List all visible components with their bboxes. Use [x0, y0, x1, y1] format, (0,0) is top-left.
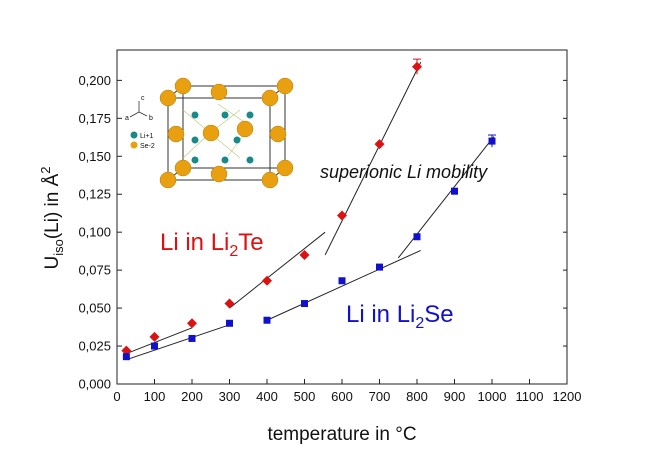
- x-tick-label: 1200: [553, 389, 582, 404]
- y-tick-label: 0,050: [78, 301, 111, 316]
- y-axis-title-sup: 2: [38, 166, 53, 173]
- y-tick-label: 0,125: [78, 187, 111, 202]
- li2te-point: [149, 331, 160, 342]
- li2se-point: [488, 137, 496, 145]
- x-tick-label: 0: [113, 389, 120, 404]
- y-tick-label: 0,150: [78, 149, 111, 164]
- x-tick-label: 600: [331, 389, 353, 404]
- x-tick-label: 1100: [516, 389, 544, 404]
- y-tick-label: 0,200: [78, 73, 111, 88]
- se-ions: [159, 77, 294, 189]
- legend-se-label: Se-2: [140, 143, 155, 150]
- annotation-li2se: Li in Li2Se: [346, 301, 454, 332]
- fit-line-segment: [229, 231, 326, 309]
- y-tick-label: 0,175: [78, 111, 111, 126]
- y-axis-title: Uiso(Li) in Å2: [38, 166, 66, 269]
- x-tick-label: 200: [181, 389, 203, 404]
- li2se-point: [413, 233, 421, 241]
- li2te-point: [337, 210, 347, 221]
- fit-line-segment: [266, 249, 421, 321]
- fit-line-segment: [126, 324, 230, 361]
- legend-li-dot: [130, 131, 138, 139]
- fit-line-segment: [324, 61, 422, 256]
- li2te-point: [187, 318, 197, 329]
- li2te-point: [121, 345, 132, 356]
- axis-ticks: 0 100 200 300 400 500 600 700 800 900 1000 1100 1200…: [78, 73, 581, 404]
- li2te-point: [374, 139, 385, 150]
- legend-se-dot: [130, 141, 138, 149]
- li2se-point: [188, 334, 196, 342]
- li2se-point: [151, 342, 158, 350]
- fit-line-segment: [126, 327, 193, 355]
- li2se-point: [122, 353, 130, 361]
- li2se-point: [451, 187, 458, 195]
- li2se-point: [376, 263, 383, 271]
- x-tick-label: 500: [294, 389, 316, 404]
- crystal-axis-b: b: [149, 115, 153, 122]
- x-tick-label: 1000: [478, 389, 507, 404]
- x-tick-label: 100: [144, 389, 166, 404]
- li2te-point: [412, 61, 422, 72]
- y-tick-label: 0,075: [78, 263, 111, 278]
- x-tick-label: 900: [444, 389, 466, 404]
- legend-li-label: Li+1: [140, 133, 154, 140]
- x-axis-title: temperature in °C: [267, 424, 416, 445]
- y-tick-label: 0,025: [78, 339, 111, 354]
- y-axis-title-main: U: [42, 256, 63, 270]
- annotation-superionic: superionic Li mobility: [320, 162, 488, 182]
- li2te-point: [224, 298, 235, 309]
- annotation-li2te: Li in Li2Te: [160, 229, 264, 260]
- y-tick-label: 0,000: [78, 377, 111, 392]
- data-marks: [121, 58, 496, 361]
- li2se-point: [226, 319, 233, 327]
- y-axis-title-rest: (Li) in Å: [42, 173, 63, 239]
- li2se-point: [263, 316, 271, 324]
- crystal-axes-icon: [129, 101, 148, 118]
- crystal-axis-a: a: [125, 115, 129, 122]
- crystal-axis-c: c: [141, 95, 145, 102]
- li-ions: [191, 111, 254, 164]
- y-axis-title-sub: iso: [51, 239, 66, 256]
- li2te-point: [262, 275, 272, 286]
- x-tick-label: 400: [256, 389, 278, 404]
- fit-line-segment: [397, 136, 495, 259]
- x-tick-label: 800: [406, 389, 428, 404]
- crystal-structure-inset: a b c Li+1 Se-2: [125, 77, 294, 189]
- li2te-point: [299, 249, 310, 260]
- x-tick-label: 300: [219, 389, 241, 404]
- li2se-point: [338, 277, 346, 285]
- x-tick-label: 700: [369, 389, 391, 404]
- y-tick-label: 0,100: [78, 225, 111, 240]
- li2se-point: [301, 300, 308, 308]
